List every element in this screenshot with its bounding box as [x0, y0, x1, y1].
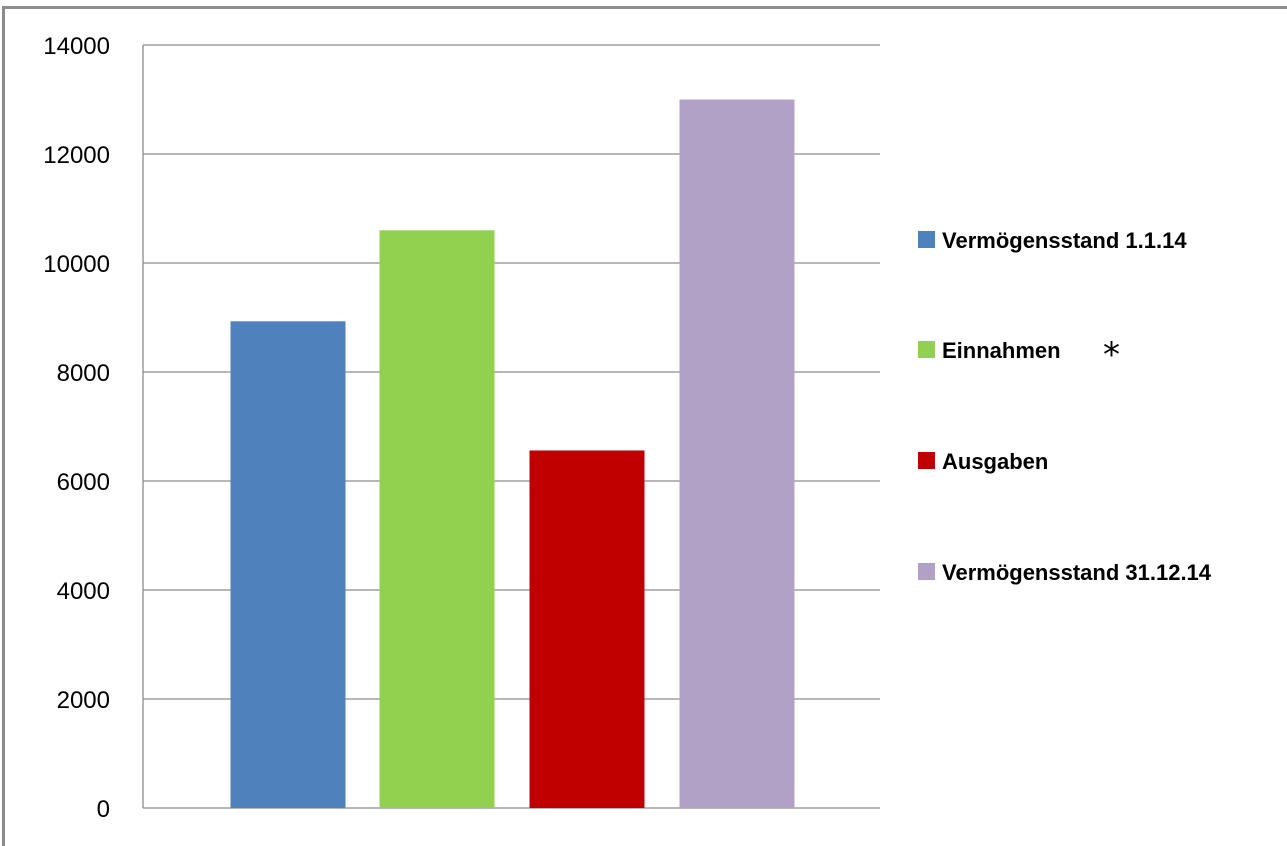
y-axis: 0 2000 4000 6000 8000 10000 12000 14000 [43, 33, 144, 823]
legend: Vermögensstand 1.1.14 Einnahmen * Ausgaben V… [918, 228, 1212, 585]
bar-4 [679, 99, 795, 808]
legend-label: Einnahmen [942, 338, 1061, 363]
y-tick-label: 12000 [43, 142, 110, 169]
y-tick-label: 0 [97, 796, 110, 823]
bars [230, 99, 795, 809]
y-tick-label: 6000 [57, 469, 110, 496]
legend-label: Ausgaben [942, 449, 1048, 474]
bar-3 [529, 450, 645, 808]
legend-label: Vermögensstand 31.12.14 [942, 560, 1212, 585]
y-tick-label: 14000 [43, 33, 110, 60]
y-tick-label: 10000 [43, 251, 110, 278]
legend-footnote-marker: * [1103, 335, 1120, 375]
y-tick-label: 8000 [57, 360, 110, 387]
legend-swatch [918, 452, 935, 469]
y-tick-label: 2000 [57, 687, 110, 714]
legend-swatch [918, 341, 935, 358]
legend-swatch [918, 231, 935, 248]
legend-swatch [918, 563, 935, 580]
bar-2 [379, 230, 495, 809]
legend-label: Vermögensstand 1.1.14 [942, 228, 1187, 253]
bar-1 [230, 321, 346, 808]
y-tick-label: 4000 [57, 578, 110, 605]
